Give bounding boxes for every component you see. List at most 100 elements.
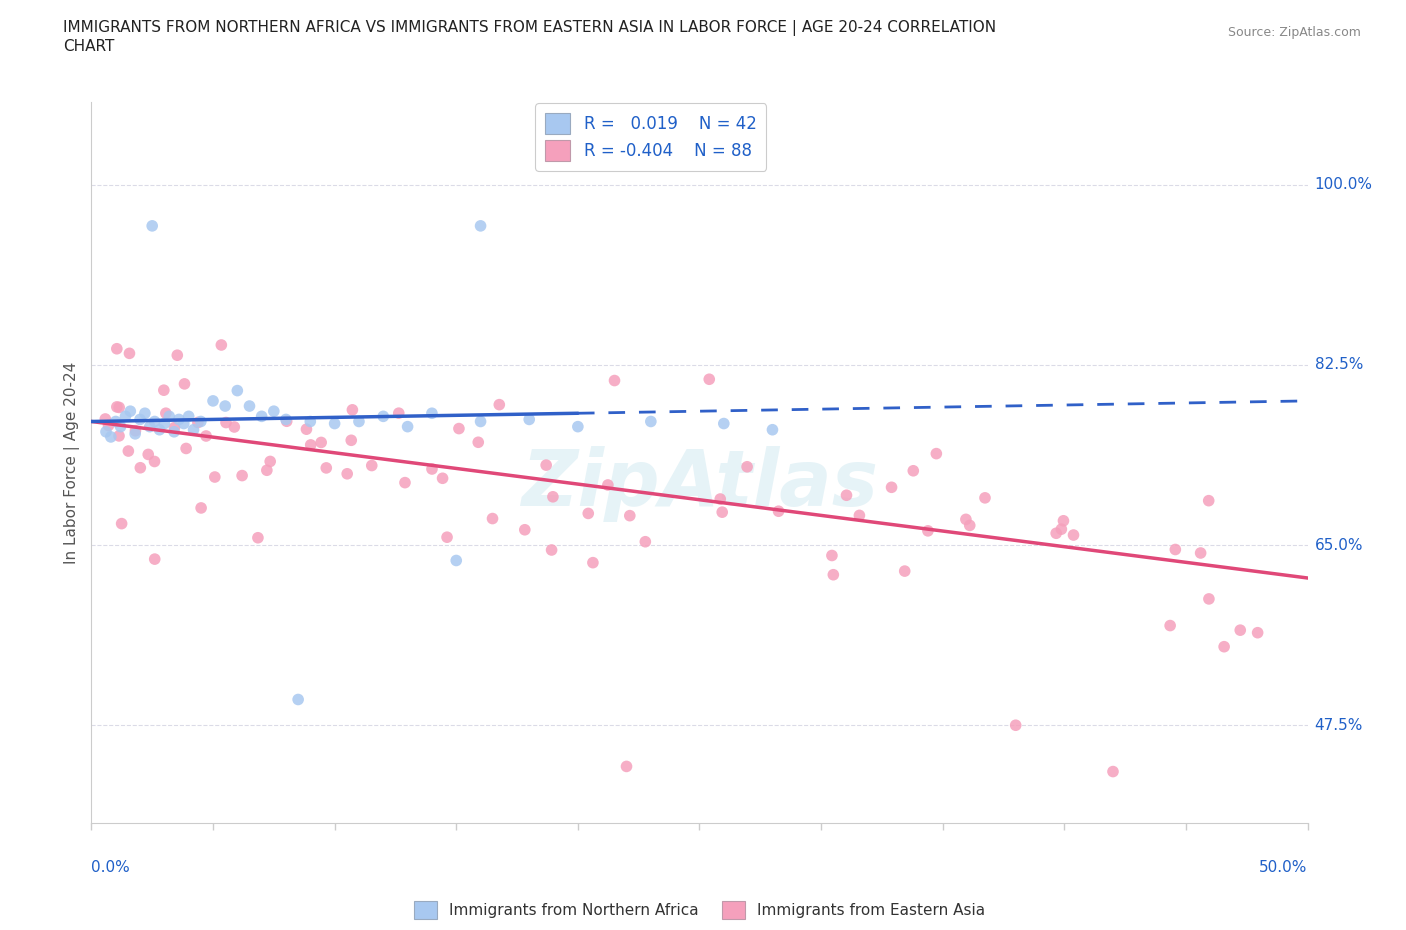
Point xyxy=(1159,618,1181,633)
Point xyxy=(190,414,212,429)
Point xyxy=(173,377,195,392)
Point xyxy=(541,489,564,504)
Point xyxy=(955,512,977,526)
Point xyxy=(97,418,120,432)
Point xyxy=(534,458,557,472)
Point xyxy=(761,422,783,437)
Point xyxy=(1213,639,1236,654)
Point xyxy=(167,412,190,427)
Point xyxy=(315,460,337,475)
Point xyxy=(640,414,662,429)
Point xyxy=(214,399,236,414)
Point xyxy=(619,508,641,523)
Point xyxy=(347,414,370,429)
Point xyxy=(143,551,166,566)
Point xyxy=(124,423,146,438)
Point xyxy=(163,424,186,439)
Point xyxy=(124,427,146,442)
Point xyxy=(735,459,758,474)
Text: 65.0%: 65.0% xyxy=(1315,538,1362,552)
Point xyxy=(394,475,416,490)
Point xyxy=(155,405,177,420)
Point xyxy=(823,567,845,582)
Point xyxy=(100,430,122,445)
Point xyxy=(105,400,128,415)
Point xyxy=(616,759,638,774)
Point xyxy=(94,424,117,439)
Point xyxy=(373,409,395,424)
Point xyxy=(111,516,134,531)
Point xyxy=(143,414,166,429)
Point xyxy=(204,470,226,485)
Point xyxy=(959,518,981,533)
Point xyxy=(177,409,200,424)
Point xyxy=(153,416,176,431)
Point xyxy=(1004,718,1026,733)
Point xyxy=(567,419,589,434)
Point xyxy=(94,412,117,427)
Point xyxy=(481,512,503,526)
Point xyxy=(432,471,454,485)
Point xyxy=(1189,546,1212,561)
Point xyxy=(470,219,492,233)
Point xyxy=(634,535,657,550)
Point xyxy=(129,412,152,427)
Point xyxy=(420,461,443,476)
Point xyxy=(118,346,141,361)
Point xyxy=(136,447,159,462)
Point xyxy=(114,409,136,424)
Point xyxy=(576,506,599,521)
Point xyxy=(436,530,458,545)
Point xyxy=(299,414,322,429)
Point xyxy=(467,435,489,450)
Point xyxy=(195,429,218,444)
Point xyxy=(709,492,731,507)
Point xyxy=(893,564,915,578)
Text: 82.5%: 82.5% xyxy=(1315,357,1362,372)
Point xyxy=(880,480,903,495)
Point xyxy=(925,446,948,461)
Point xyxy=(1198,493,1220,508)
Point xyxy=(259,454,281,469)
Point xyxy=(157,409,180,424)
Point xyxy=(166,348,188,363)
Point xyxy=(174,441,197,456)
Point xyxy=(104,414,127,429)
Text: IMMIGRANTS FROM NORTHERN AFRICA VS IMMIGRANTS FROM EASTERN ASIA IN LABOR FORCE |: IMMIGRANTS FROM NORTHERN AFRICA VS IMMIG… xyxy=(63,20,997,36)
Point xyxy=(488,397,510,412)
Point xyxy=(276,414,298,429)
Point xyxy=(1052,513,1074,528)
Point xyxy=(129,460,152,475)
Point xyxy=(388,405,411,420)
Point xyxy=(148,422,170,437)
Point xyxy=(1229,623,1251,638)
Point xyxy=(110,419,132,434)
Point xyxy=(250,409,273,424)
Legend: Immigrants from Northern Africa, Immigrants from Eastern Asia: Immigrants from Northern Africa, Immigra… xyxy=(406,893,993,927)
Point xyxy=(263,404,285,418)
Point xyxy=(141,219,163,233)
Point xyxy=(420,405,443,420)
Point xyxy=(224,419,246,434)
Point xyxy=(697,372,720,387)
Point xyxy=(396,419,419,434)
Point xyxy=(202,393,225,408)
Text: 47.5%: 47.5% xyxy=(1315,718,1362,733)
Point xyxy=(1164,542,1187,557)
Point xyxy=(246,530,269,545)
Point xyxy=(848,508,870,523)
Point xyxy=(299,437,322,452)
Point xyxy=(1045,525,1067,540)
Point xyxy=(256,463,278,478)
Point xyxy=(821,548,844,563)
Y-axis label: In Labor Force | Age 20-24: In Labor Force | Age 20-24 xyxy=(65,362,80,564)
Point xyxy=(903,463,925,478)
Point xyxy=(173,416,195,431)
Point xyxy=(209,338,232,352)
Text: 100.0%: 100.0% xyxy=(1315,178,1372,193)
Point xyxy=(120,404,142,418)
Point xyxy=(596,477,619,492)
Point xyxy=(540,542,562,557)
Point xyxy=(974,490,997,505)
Point xyxy=(835,488,858,503)
